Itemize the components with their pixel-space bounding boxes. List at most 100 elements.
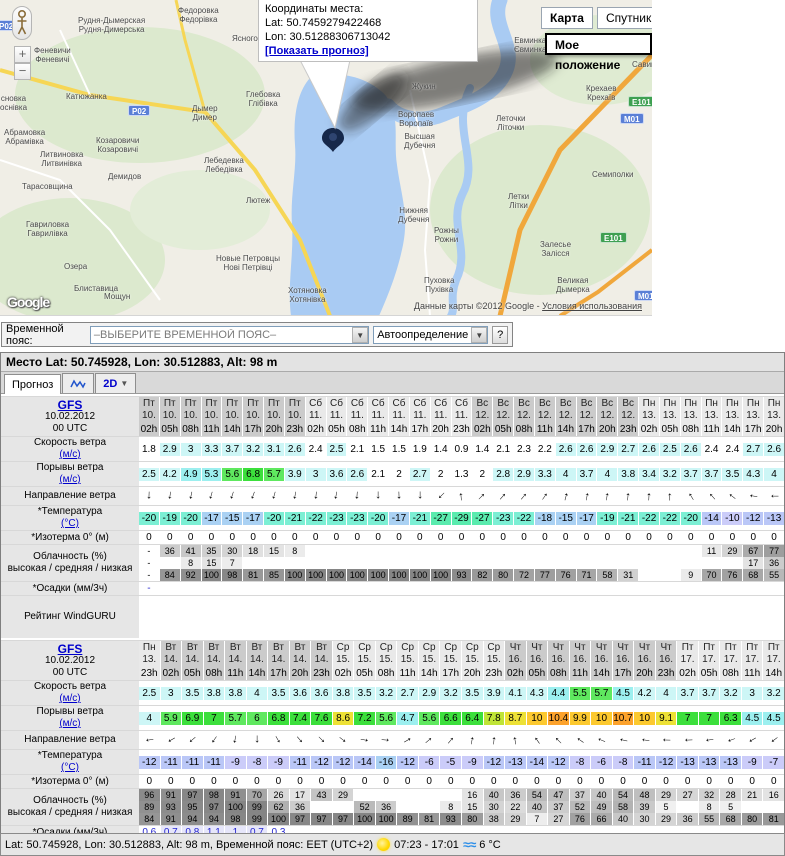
tab-forecast[interactable]: Прогноз [4,374,62,394]
map-place-label: Нижняя Дубечня [398,206,430,224]
wind-direction-cell: ↑ [699,731,720,749]
hour-cell: 11h [701,423,722,436]
pegman-control[interactable] [12,6,32,40]
wind-gusts-cell: 8.7 [505,711,526,725]
satellite-type-button[interactable]: Спутник [597,7,652,29]
google-map[interactable]: Федоровка Федорівка Рудня-Дымерская Рудня-Д… [0,0,652,316]
wind-direction-cell: ↑ [452,487,472,505]
hour-cell: 20h [597,423,618,436]
wind-speed-cell: 4.5 [612,686,634,700]
unit-link[interactable]: (м/с) [59,449,81,460]
wind-arrow-icon: ↑ [443,732,458,748]
temperature-cell: -8 [612,755,634,769]
precip-cell [431,582,451,595]
model-link[interactable]: GFS [57,397,83,412]
cloud-high-cell: 29 [722,545,743,557]
isotherm-cell: 0 [469,776,476,787]
cloud-low-cell: 100 [201,569,222,581]
cloud-high-cell [618,545,638,557]
tab-2d[interactable]: 2D ▼ [95,373,137,393]
forecast-panel: Место Lat: 50.745928, Lon: 30.512883, Al… [0,352,785,856]
wind-gusts-cell: 10 [526,711,548,725]
wind-gusts-cell: 7 [203,711,225,725]
wind-direction-cell: ↑ [268,731,289,749]
cloud-mid-cell: 36 [375,801,397,813]
isotherm-cell: 0 [458,532,465,543]
wind-arrow-icon: ↑ [335,733,351,747]
cloud-high-cell: 54 [612,789,634,801]
wind-arrow-icon: ↑ [551,732,566,748]
my-location-button[interactable]: Мое положение [545,33,652,72]
show-forecast-link[interactable]: [Показать прогноз] [265,45,369,57]
wind-speed-cell: 5.5 [569,686,591,700]
unit-link[interactable]: (м/с) [59,474,81,485]
terms-link[interactable]: Условия использования [542,301,642,311]
wind-gusts-cell: 5.6 [375,711,397,725]
hour-cell: 08h [203,667,225,680]
isotherm-cell: 0 [340,776,346,787]
timezone-autodetect-select[interactable]: Автоопределение ▼ [373,325,489,344]
unit-link[interactable]: (°C) [61,762,79,773]
zoom-in-button[interactable]: + [14,46,31,63]
isotherm-cell: 0 [189,776,196,787]
isotherm-cell: 0 [146,532,152,543]
wind-direction-cell: ↑ [527,731,548,749]
map-place-label: Глебовка Глібівка [246,90,281,108]
cloud-high-cell: 98 [203,789,225,801]
cloud-high-cell: 36 [505,789,526,801]
unit-link[interactable]: (м/с) [59,718,81,729]
precip-cell: 0.6 [139,826,160,839]
timezone-select[interactable]: –ВЫБЕРИТЕ ВРЕМЕННОЙ ПОЯС– ▼ [89,325,370,344]
wind-arrow-icon: ↑ [395,488,403,504]
wind-arrow-icon: ↑ [582,488,591,504]
precip-cell: 0.3 [268,826,289,839]
cloud-mid-cell: 7 [222,557,243,569]
cloud-high-cell [493,545,513,557]
row-label-rating: Рейтинг WindGURU [1,596,139,638]
wind-gusts-cell: 4.3 [743,467,764,481]
map-place-label: сновка оснівка [0,94,28,112]
timezone-bar: Временной пояс: –ВЫБЕРИТЕ ВРЕМЕННОЙ ПОЯС… [1,322,513,347]
wind-direction-cell: ↑ [264,487,284,505]
help-button[interactable]: ? [492,325,509,344]
cloud-low-cell: 82 [472,569,493,581]
unit-link[interactable]: (°C) [61,518,79,529]
isotherm-cell: 0 [646,532,652,543]
isotherm-cell: 0 [641,776,648,787]
cloud-mid-cell [639,557,659,569]
temperature-cell: -12 [548,755,569,769]
wind-gusts-cell: 3 [305,467,326,481]
hour-cell: 02h [332,667,354,680]
cloud-high-cell: 27 [677,789,698,801]
wind-direction-cell: ↑ [505,731,526,749]
tab-chart[interactable] [62,373,95,393]
cloud-low-cell: 85 [264,569,284,581]
wind-speed-cell: 4.2 [634,686,655,700]
unit-link[interactable]: (м/с) [59,693,81,704]
day-cell: Сб 11. [389,397,409,423]
row-label-temperature: *Температура (°C) [1,506,139,530]
day-cell: Вс 12. [597,397,618,423]
cloud-low-cell: 98 [225,813,246,825]
day-cell: Сб 11. [347,397,368,423]
wind-speed-cell: 2.6 [555,442,576,456]
temperature-cell: -23 [326,511,347,525]
cloud-high-cell [376,789,397,801]
cloud-mid-cell [410,557,430,569]
cloud-low-cell: 27 [548,813,569,825]
day-cell: Пт 17. [698,641,720,667]
wind-gusts-cell: 4.7 [397,711,418,725]
hour-cell: 05h [493,423,514,436]
cloud-mid-cell: 97 [203,801,225,813]
forecast-table-2: GFS 10.02.2012 00 UTC Пн 13. Вт 14. Вт 14. Вт 14. В… [1,638,784,856]
model-link[interactable]: GFS [57,641,83,656]
zoom-out-button[interactable]: − [14,63,31,80]
temperature-cell: -13 [764,511,784,525]
row-label-temperature: *Температура (°C) [1,750,139,774]
map-type-button[interactable]: Карта [541,7,593,29]
cloud-mid-cell [763,801,784,813]
precip-cell [597,582,617,595]
wind-arrow-icon: ↑ [572,733,588,747]
wind-gusts-cell: 7 [698,711,720,725]
day-cell: Пт 10. [201,397,222,423]
